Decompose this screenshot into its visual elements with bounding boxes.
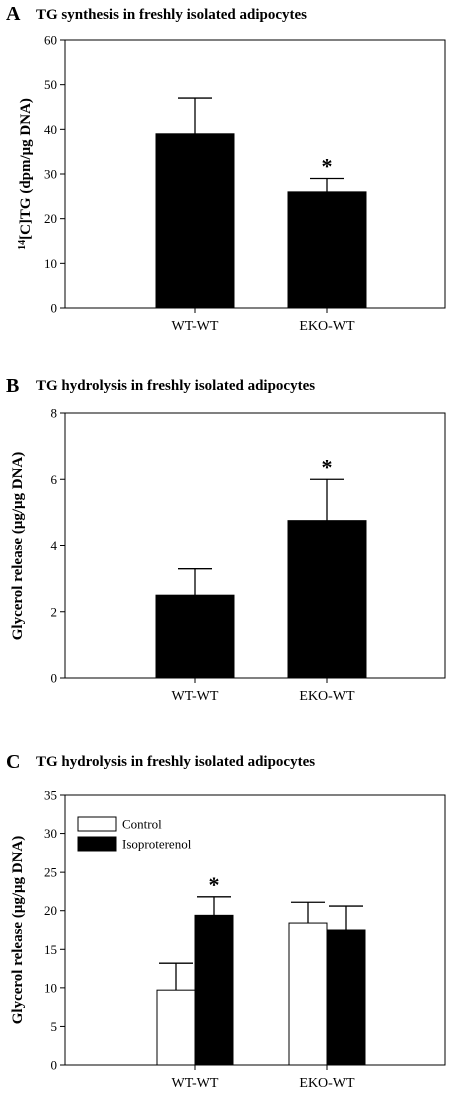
y-tick-label: 0: [51, 671, 58, 686]
panel-a: A TG synthesis in freshly isolated adipoc…: [6, 3, 446, 334]
y-tick-label: 40: [44, 122, 57, 137]
bar: [287, 520, 367, 679]
significance-marker: *: [322, 153, 333, 178]
panel-letter: A: [6, 3, 21, 25]
bar: [155, 133, 235, 309]
y-tick-label: 20: [44, 903, 57, 918]
y-tick-label: 30: [44, 826, 57, 841]
y-tick-label: 25: [44, 865, 57, 880]
chart-title: TG synthesis in freshly isolated adipocy…: [36, 7, 307, 23]
bar: [194, 914, 234, 1066]
y-tick-label: 10: [44, 256, 57, 271]
legend-label: Isoproterenol: [122, 837, 192, 852]
x-tick-label: WT-WT: [172, 1076, 219, 1091]
significance-marker: *: [209, 872, 220, 897]
y-tick-label: 10: [44, 980, 57, 995]
x-tick-label: WT-WT: [172, 689, 219, 704]
y-axis-label: Glycerol release (μg/μg DNA): [10, 452, 26, 640]
chart-title: TG hydrolysis in freshly isolated adipoc…: [36, 378, 315, 394]
bar: [156, 989, 196, 1066]
y-axis-label-superscript: 14: [17, 240, 28, 250]
chart-title: TG hydrolysis in freshly isolated adipoc…: [36, 754, 315, 770]
x-tick-label: EKO-WT: [299, 1076, 355, 1091]
y-axis-label: Glycerol release (μg/μg DNA): [10, 836, 26, 1024]
y-tick-label: 6: [51, 472, 58, 487]
panel-letter: C: [6, 751, 20, 773]
bar: [155, 594, 235, 679]
y-axis-label: 14[C]TG (dpm/μg DNA): [17, 98, 35, 250]
y-tick-label: 2: [51, 604, 58, 619]
y-tick-label: 4: [51, 538, 58, 553]
y-tick-label: 60: [44, 33, 57, 48]
y-tick-label: 0: [51, 301, 58, 316]
legend-swatch: [77, 816, 117, 832]
y-tick-label: 15: [44, 942, 57, 957]
plot-frame: [64, 794, 446, 1066]
y-tick-label: 30: [44, 167, 57, 182]
legend-swatch: [77, 836, 117, 852]
x-tick-label: WT-WT: [172, 319, 219, 334]
y-tick-label: 20: [44, 211, 57, 226]
bar: [288, 922, 328, 1066]
y-tick-label: 8: [51, 406, 58, 421]
x-tick-label: EKO-WT: [299, 689, 355, 704]
y-axis-label-text: Glycerol release (μg/μg DNA): [10, 836, 26, 1024]
x-tick-label: EKO-WT: [299, 319, 355, 334]
y-tick-label: 35: [44, 788, 57, 803]
y-tick-label: 0: [51, 1058, 58, 1073]
plot-frame: [64, 39, 446, 309]
bar: [326, 929, 366, 1066]
panel-c: C TG hydrolysis in freshly isolated adipo…: [6, 751, 446, 1091]
y-tick-label: 5: [51, 1019, 58, 1034]
panel-letter: B: [6, 375, 19, 397]
legend: Control Isoproterenol: [77, 816, 192, 852]
significance-marker: *: [322, 454, 333, 479]
bar: [287, 191, 367, 309]
plot-frame: [64, 412, 446, 679]
y-axis-label-text: [C]TG (dpm/μg DNA): [18, 98, 34, 240]
panel-b: B TG hydrolysis in freshly isolated adipo…: [6, 375, 446, 704]
legend-label: Control: [122, 817, 162, 832]
y-axis-label-text: Glycerol release (μg/μg DNA): [10, 452, 26, 640]
y-tick-label: 50: [44, 77, 57, 92]
